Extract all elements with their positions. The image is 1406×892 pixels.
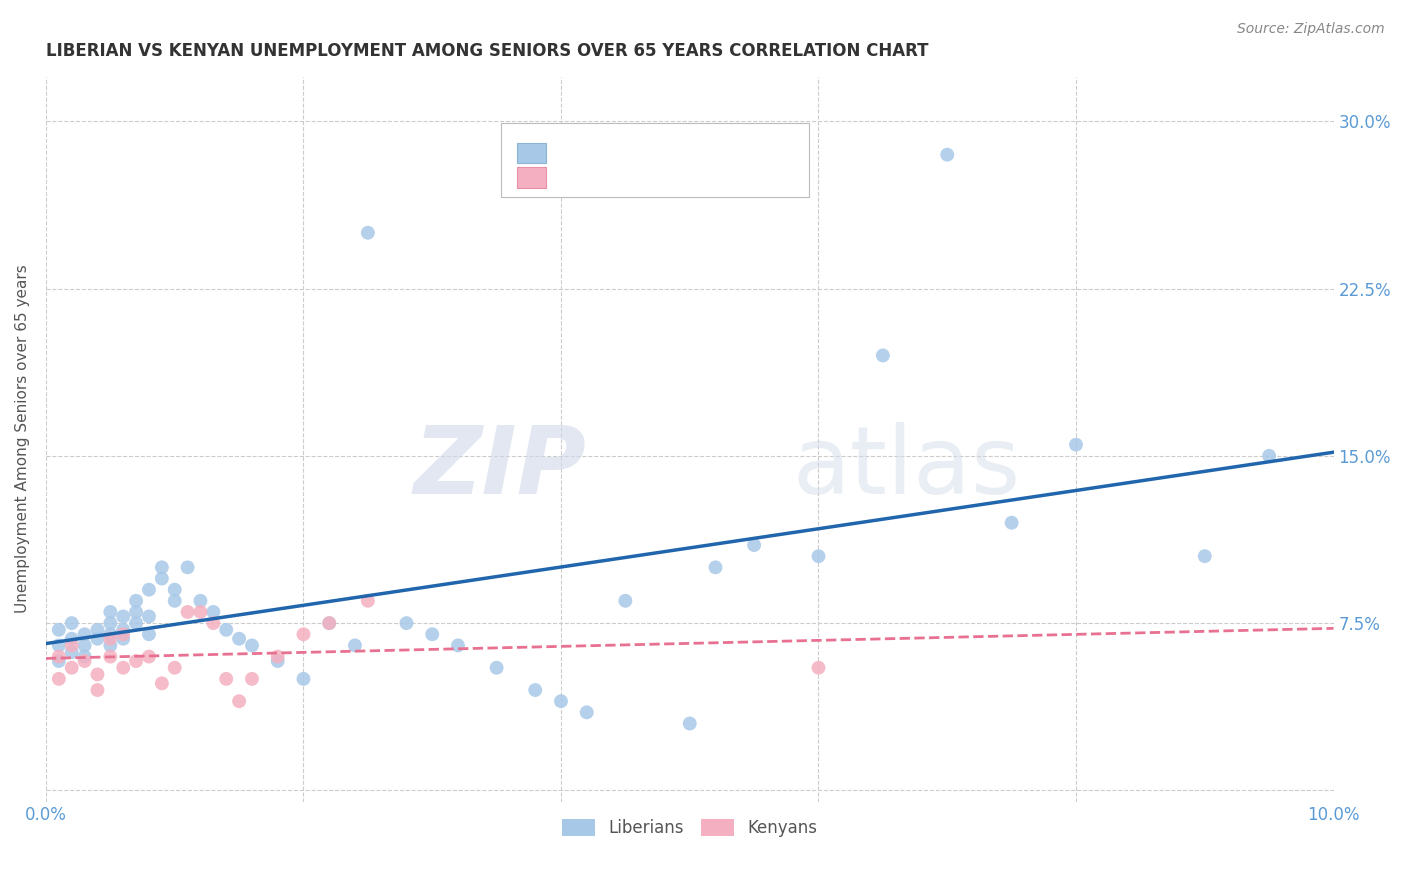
Point — [60, 661, 83, 675]
Point — [112, 623, 135, 637]
Point — [240, 672, 263, 686]
Point — [112, 632, 135, 646]
Text: atlas: atlas — [793, 422, 1021, 514]
Point — [60, 639, 83, 653]
Point — [60, 616, 83, 631]
Point — [112, 627, 135, 641]
Point — [112, 609, 135, 624]
Point — [550, 694, 572, 708]
Point — [228, 694, 250, 708]
Point — [267, 654, 290, 668]
Point — [357, 594, 380, 608]
Y-axis label: Unemployment Among Seniors over 65 years: Unemployment Among Seniors over 65 years — [15, 265, 30, 614]
Point — [679, 716, 702, 731]
Point — [48, 654, 70, 668]
Point — [190, 594, 212, 608]
Point — [267, 649, 290, 664]
Point — [150, 676, 173, 690]
Point — [447, 639, 470, 653]
Point — [190, 605, 212, 619]
Point — [163, 594, 186, 608]
Point — [125, 594, 148, 608]
Point — [138, 627, 160, 641]
Point — [163, 582, 186, 597]
Point — [98, 639, 121, 653]
Point — [742, 538, 765, 552]
Text: Source: ZipAtlas.com: Source: ZipAtlas.com — [1237, 22, 1385, 37]
Point — [73, 654, 96, 668]
Point — [73, 649, 96, 664]
Text: R =  0.390   N = 57: R = 0.390 N = 57 — [555, 145, 728, 161]
Point — [86, 683, 108, 698]
Point — [48, 639, 70, 653]
Point — [240, 639, 263, 653]
Point — [614, 594, 637, 608]
Point — [98, 616, 121, 631]
Point — [420, 627, 443, 641]
Point — [86, 667, 108, 681]
Point — [215, 672, 238, 686]
Point — [807, 549, 830, 564]
Point — [73, 627, 96, 641]
Text: LIBERIAN VS KENYAN UNEMPLOYMENT AMONG SENIORS OVER 65 YEARS CORRELATION CHART: LIBERIAN VS KENYAN UNEMPLOYMENT AMONG SE… — [46, 42, 928, 60]
Point — [138, 609, 160, 624]
Point — [48, 672, 70, 686]
Point — [1001, 516, 1024, 530]
Point — [575, 706, 598, 720]
Point — [138, 649, 160, 664]
Point — [1194, 549, 1216, 564]
Point — [176, 560, 198, 574]
Point — [202, 616, 225, 631]
Point — [485, 661, 508, 675]
Point — [48, 649, 70, 664]
Point — [343, 639, 366, 653]
Point — [215, 623, 238, 637]
Point — [1064, 437, 1087, 451]
Point — [73, 639, 96, 653]
Point — [60, 645, 83, 659]
Point — [1258, 449, 1281, 463]
Point — [48, 623, 70, 637]
Point — [202, 605, 225, 619]
Text: ZIP: ZIP — [413, 422, 586, 514]
Point — [524, 683, 547, 698]
Legend: Liberians, Kenyans: Liberians, Kenyans — [555, 813, 824, 844]
Text: R = -0.057   N = 26: R = -0.057 N = 26 — [555, 170, 728, 186]
Point — [125, 654, 148, 668]
Point — [125, 605, 148, 619]
Point — [395, 616, 418, 631]
Point — [292, 627, 315, 641]
Point — [60, 632, 83, 646]
Point — [228, 632, 250, 646]
Point — [98, 605, 121, 619]
Point — [872, 348, 894, 362]
Point — [112, 661, 135, 675]
Point — [807, 661, 830, 675]
Point — [86, 632, 108, 646]
Point — [86, 623, 108, 637]
Point — [138, 582, 160, 597]
Point — [98, 627, 121, 641]
Point — [292, 672, 315, 686]
Point — [150, 572, 173, 586]
Point — [125, 616, 148, 631]
Point — [176, 605, 198, 619]
Point — [936, 147, 959, 161]
Point — [163, 661, 186, 675]
Point — [98, 649, 121, 664]
Point — [357, 226, 380, 240]
Point — [318, 616, 340, 631]
Point — [704, 560, 727, 574]
Point — [98, 632, 121, 646]
Point — [150, 560, 173, 574]
Point — [318, 616, 340, 631]
